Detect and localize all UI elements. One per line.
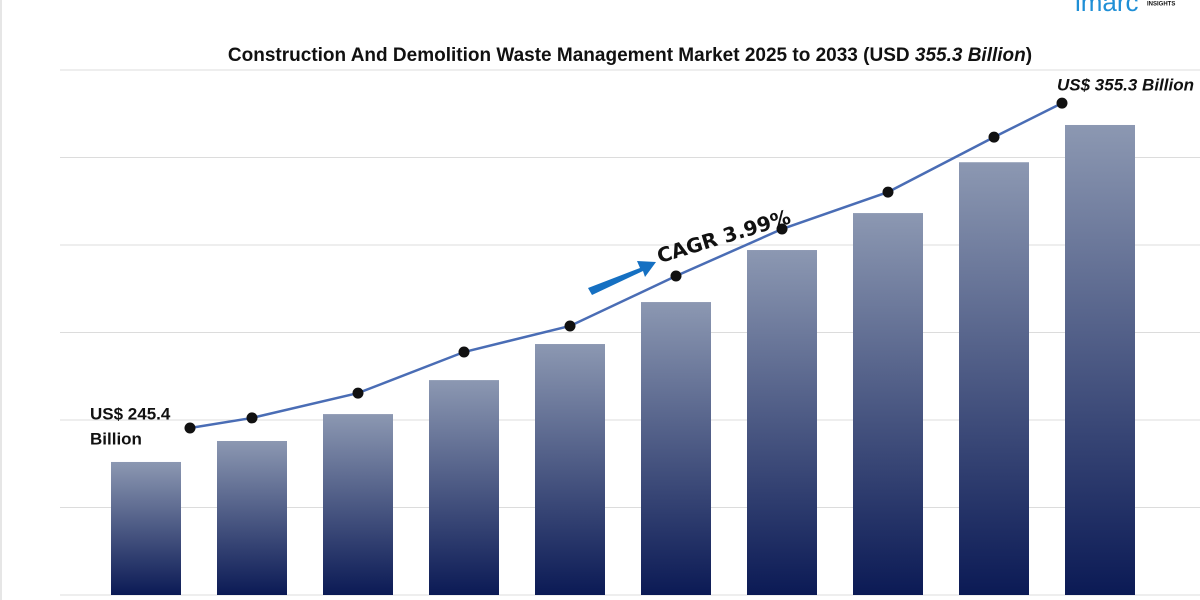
trend-point	[564, 320, 576, 332]
trend-line	[189, 101, 1063, 430]
trend-point	[1056, 97, 1068, 109]
bar	[323, 414, 393, 595]
trend-point	[184, 422, 196, 434]
bar	[959, 162, 1029, 595]
value-label: Billion	[90, 429, 142, 448]
bar	[747, 250, 817, 596]
chart-title: Construction And Demolition Waste Manage…	[228, 45, 1032, 66]
bar	[853, 213, 923, 595]
trend-point	[670, 270, 682, 282]
bar	[217, 440, 287, 595]
logo-sub: INSIGHTS	[1147, 2, 1175, 8]
trend-point	[882, 186, 894, 198]
cagr-arrow	[588, 261, 656, 295]
logo: imarc	[1075, 0, 1139, 17]
bar	[535, 344, 605, 595]
bar	[111, 461, 181, 595]
bar	[641, 302, 711, 595]
bar	[429, 380, 499, 595]
title-part: Construction And Demolition Waste Manage…	[228, 45, 915, 66]
trend-point	[352, 387, 364, 399]
value-label: US$ 245.4	[90, 404, 171, 423]
trend-point	[458, 346, 470, 358]
title-part: 355.3 Billion	[915, 45, 1026, 66]
trend-point	[246, 412, 258, 424]
title-part: )	[1026, 45, 1032, 66]
trend-point	[776, 223, 788, 235]
value-label: US$ 355.3 Billion	[1057, 76, 1194, 95]
bar	[1065, 124, 1135, 596]
trend-point	[988, 131, 1000, 143]
